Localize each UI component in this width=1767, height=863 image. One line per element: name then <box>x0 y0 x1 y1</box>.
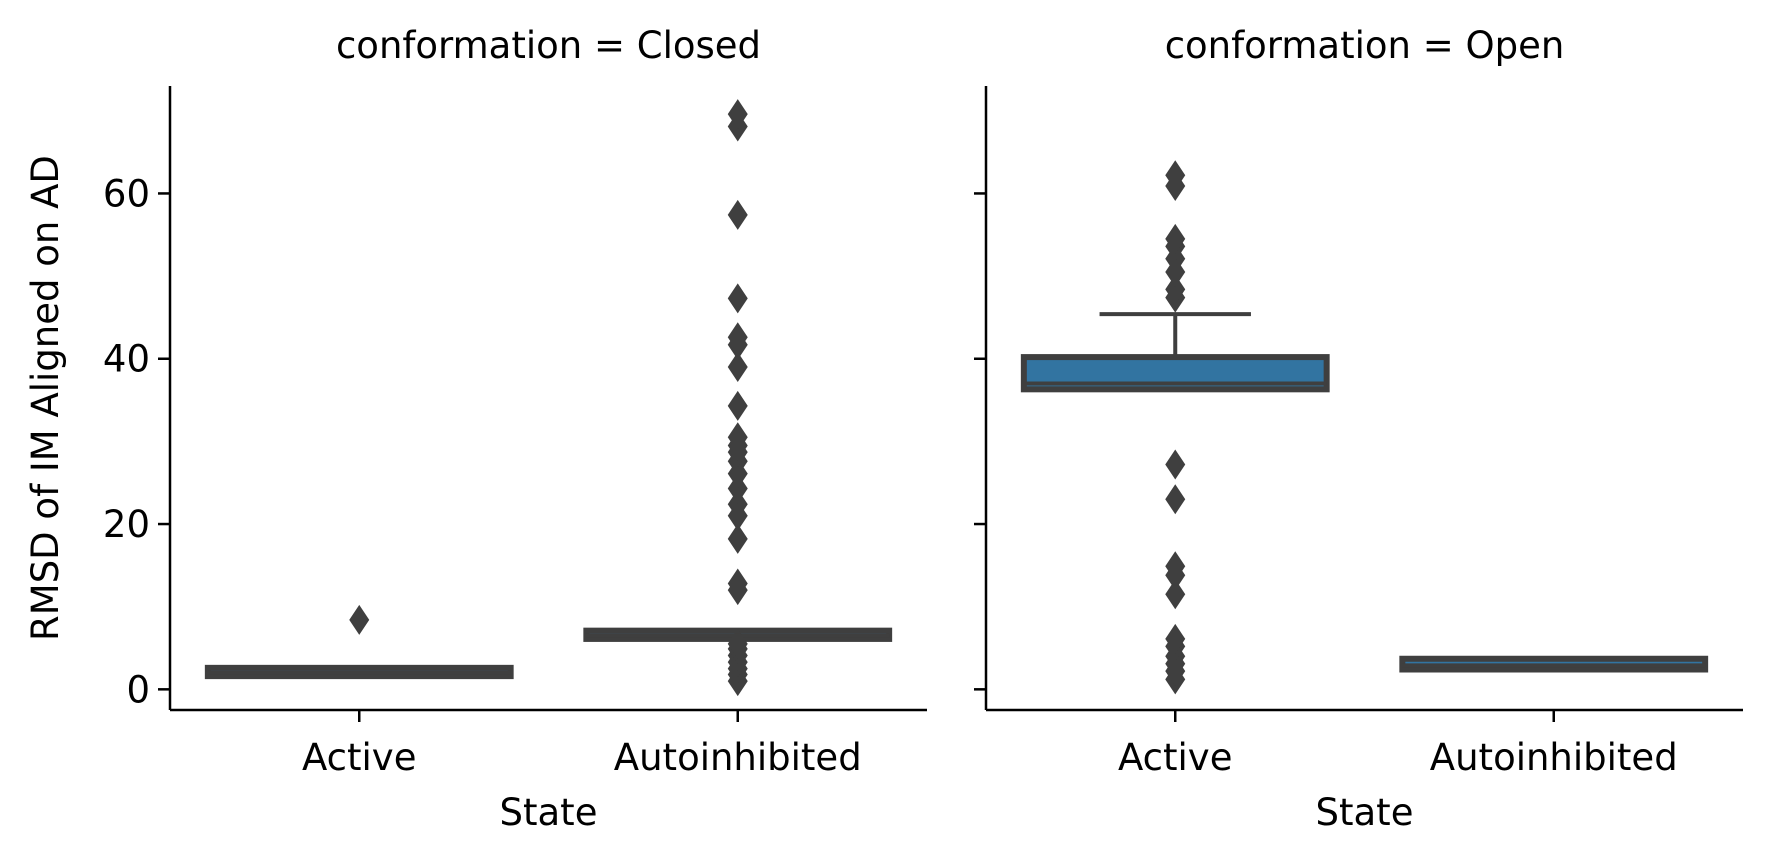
outlier-0-1-17 <box>727 422 748 453</box>
outlier-1-0-18 <box>1165 160 1186 191</box>
outlier-0-0-0 <box>349 604 370 635</box>
outlier-1-0-16 <box>1165 223 1186 254</box>
outlier-0-1-19 <box>727 352 748 383</box>
outlier-0-1-8 <box>727 568 748 599</box>
panel-title-1: conformation = Open <box>1165 24 1565 67</box>
x-axis-label-0: State <box>500 791 598 834</box>
outlier-0-1-25 <box>727 99 748 130</box>
y-tick-label-1: 20 <box>103 503 150 546</box>
outlier-1-0-6 <box>1165 579 1186 610</box>
outlier-1-0-5 <box>1165 623 1186 654</box>
outlier-0-1-6 <box>727 628 748 659</box>
outlier-0-1-23 <box>727 199 748 230</box>
y-tick-label-0: 0 <box>126 668 150 711</box>
outlier-1-0-9 <box>1165 484 1186 515</box>
outlier-1-0-8 <box>1165 551 1186 582</box>
x-tick-label-1-0: Active <box>1118 736 1232 779</box>
x-tick-label-1-1: Autoinhibited <box>1430 736 1678 779</box>
y-axis-label: RMSD of IM Aligned on AD <box>24 155 67 641</box>
outlier-0-1-9 <box>727 523 748 554</box>
x-tick-label-0-1: Autoinhibited <box>614 736 862 779</box>
panel-title-0: conformation = Closed <box>336 24 761 67</box>
outlier-1-0-12 <box>1165 274 1186 305</box>
outlier-0-1-21 <box>727 322 748 353</box>
x-tick-label-0-0: Active <box>302 736 416 779</box>
outlier-0-1-22 <box>727 283 748 314</box>
outlier-0-1-11 <box>727 489 748 520</box>
x-axis-label-1: State <box>1316 791 1414 834</box>
outlier-1-0-10 <box>1165 449 1186 480</box>
outlier-0-1-18 <box>727 390 748 421</box>
y-tick-label-2: 40 <box>103 338 150 381</box>
y-tick-label-3: 60 <box>103 172 150 215</box>
